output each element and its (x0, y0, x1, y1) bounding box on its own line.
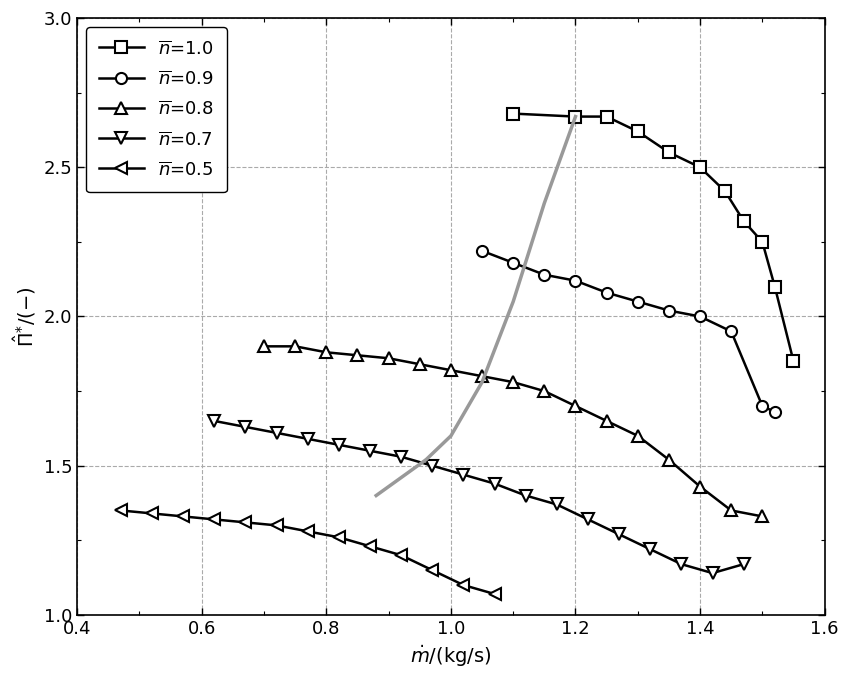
X-axis label: $\dot{m}$/(kg/s): $\dot{m}$/(kg/s) (411, 643, 491, 669)
Legend: $\overline{n}$=1.0, $\overline{n}$=0.9, $\overline{n}$=0.8, $\overline{n}$=0.7, : $\overline{n}$=1.0, $\overline{n}$=0.9, … (86, 27, 227, 192)
Y-axis label: $\hat{\Pi}^{*}$/(−): $\hat{\Pi}^{*}$/(−) (11, 286, 38, 347)
